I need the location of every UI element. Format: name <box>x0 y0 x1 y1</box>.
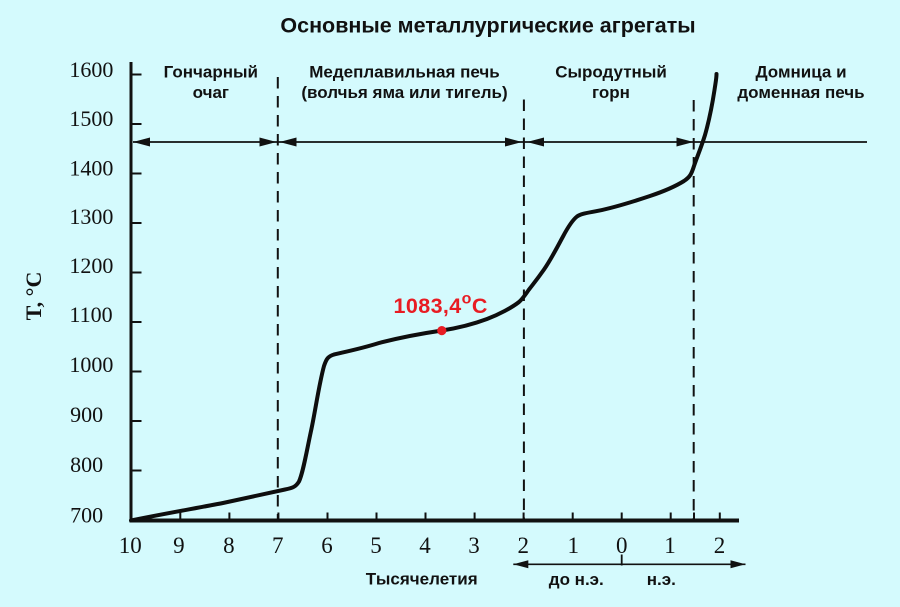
svg-text:1100: 1100 <box>69 302 112 327</box>
svg-text:доменная печь: доменная печь <box>737 83 864 102</box>
svg-text:Тысячелетия: Тысячелетия <box>366 570 478 589</box>
svg-text:5: 5 <box>370 533 382 558</box>
svg-text:очаг: очаг <box>193 83 229 102</box>
svg-text:10: 10 <box>119 533 142 558</box>
svg-text:0: 0 <box>616 533 628 558</box>
svg-text:4: 4 <box>419 533 431 558</box>
svg-text:(волчья яма или тигель): (волчья яма или тигель) <box>301 83 507 102</box>
svg-text:1400: 1400 <box>69 155 113 180</box>
svg-text:Медеплавильная печь: Медеплавильная печь <box>309 62 500 81</box>
svg-text:1: 1 <box>568 533 580 558</box>
svg-text:н.э.: н.э. <box>647 570 676 589</box>
svg-text:9: 9 <box>173 533 185 558</box>
svg-text:1300: 1300 <box>69 204 113 229</box>
svg-text:1600: 1600 <box>69 57 113 82</box>
svg-text:800: 800 <box>70 452 103 477</box>
svg-text:6: 6 <box>321 533 333 558</box>
svg-text:2: 2 <box>714 533 726 558</box>
svg-text:1083,4оС: 1083,4оС <box>394 291 488 319</box>
svg-text:1000: 1000 <box>69 352 113 377</box>
svg-text:горн: горн <box>592 83 630 102</box>
svg-text:Основные металлургические агре: Основные металлургические агрегаты <box>280 14 695 38</box>
svg-text:Гончарный: Гончарный <box>164 62 258 81</box>
svg-text:3: 3 <box>468 533 480 558</box>
svg-text:1: 1 <box>664 533 676 558</box>
svg-text:2: 2 <box>518 533 530 558</box>
svg-text:7: 7 <box>272 533 284 558</box>
svg-text:Домница и: Домница и <box>755 62 846 81</box>
svg-text:700: 700 <box>70 502 103 527</box>
svg-text:Сыродутный: Сыродутный <box>555 62 667 81</box>
svg-text:1200: 1200 <box>69 253 113 278</box>
svg-text:T, °C: T, °C <box>21 272 46 321</box>
svg-text:до н.э.: до н.э. <box>549 570 604 589</box>
svg-text:8: 8 <box>223 533 235 558</box>
svg-text:900: 900 <box>70 402 103 427</box>
svg-text:1500: 1500 <box>69 106 113 131</box>
